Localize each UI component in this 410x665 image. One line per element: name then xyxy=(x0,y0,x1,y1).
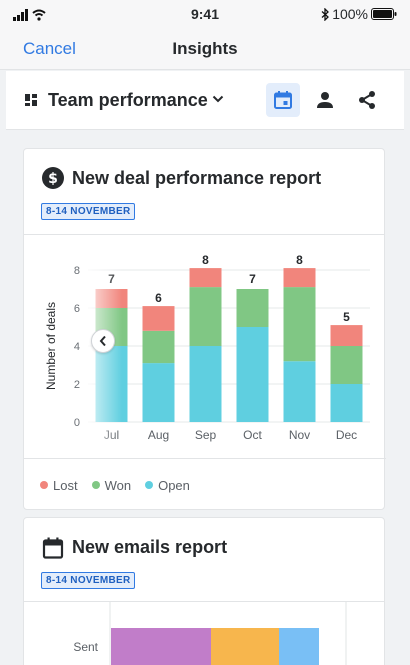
y-tick-label: 8 xyxy=(74,265,80,277)
bar-segment-open[interactable] xyxy=(330,384,363,422)
dashboard-icon xyxy=(25,94,37,106)
dashboard-selector[interactable]: Team performance xyxy=(48,90,208,110)
legend-dot xyxy=(91,481,100,489)
x-tick-label: Dec xyxy=(336,428,357,442)
emails-report-card: New emails report 8-14 NOVEMBER Sent xyxy=(23,517,385,665)
navigation-bar: Cancel Insights xyxy=(0,30,410,70)
legend-label: Lost xyxy=(53,477,78,493)
dollar-icon: $ xyxy=(42,167,64,189)
bar-segment-lost[interactable] xyxy=(142,306,175,331)
legend-label: Won xyxy=(104,477,132,493)
bar-total-label: 8 xyxy=(296,253,303,267)
chevron-down-icon[interactable] xyxy=(212,95,224,103)
share-button[interactable] xyxy=(350,83,384,117)
card-header: $ New deal performance report 8-14 NOVEM… xyxy=(24,149,384,235)
calendar-icon xyxy=(274,91,292,109)
legend-label: Open xyxy=(158,477,190,493)
card-header: New emails report 8-14 NOVEMBER xyxy=(24,518,384,602)
status-bar: 9:41 100% xyxy=(0,0,410,30)
bar-segment-lost[interactable] xyxy=(283,268,316,288)
dashboard-toolbar: Team performance xyxy=(6,71,404,130)
legend-dot xyxy=(145,481,154,489)
bar-segment-open[interactable] xyxy=(283,361,316,422)
page-title: Insights xyxy=(172,39,238,58)
deal-performance-card: $ New deal performance report 8-14 NOVEM… xyxy=(23,148,386,511)
legend-item-won: Won xyxy=(91,477,132,493)
bar-segment-open[interactable] xyxy=(142,363,175,422)
bar-segment-lost[interactable] xyxy=(189,268,222,288)
chart-previous-button[interactable] xyxy=(91,329,115,353)
bar-segment-won[interactable] xyxy=(283,287,316,362)
sent-segment-2[interactable] xyxy=(211,628,279,665)
bar-total-label: 5 xyxy=(343,310,350,324)
battery-percent: 100% xyxy=(332,6,368,22)
y-tick-label: 2 xyxy=(74,379,80,391)
share-icon xyxy=(359,91,375,109)
person-icon xyxy=(317,92,333,108)
card-title[interactable]: New emails report xyxy=(72,537,228,557)
bar-segment-lost[interactable] xyxy=(330,325,363,346)
battery-icon xyxy=(371,8,397,20)
x-tick-label: Sep xyxy=(195,428,217,442)
bar-segment-won[interactable] xyxy=(189,287,222,346)
x-tick-label: Nov xyxy=(289,428,310,442)
x-tick-label: Oct xyxy=(243,428,262,442)
cancel-button[interactable]: Cancel xyxy=(23,39,76,58)
bar-segment-won[interactable] xyxy=(142,330,175,364)
bar-segment-open[interactable] xyxy=(236,327,269,422)
bar-segment-won[interactable] xyxy=(236,289,269,327)
chevron-left-icon xyxy=(99,335,106,347)
y-tick-label: 0 xyxy=(74,417,80,429)
bluetooth-icon xyxy=(321,7,330,21)
bar-segment-open[interactable] xyxy=(189,346,222,422)
date-badge: 8-14 NOVEMBER xyxy=(41,572,136,589)
legend-dot xyxy=(40,481,48,489)
bar-total-label: 6 xyxy=(155,291,162,305)
user-filter-button[interactable] xyxy=(308,83,342,117)
bar-total-label: 7 xyxy=(249,272,256,286)
insights-content: $ New deal performance report 8-14 NOVEM… xyxy=(6,131,404,665)
svg-text:$: $ xyxy=(48,171,58,187)
legend-item-open: Open xyxy=(145,478,190,493)
y-tick-label: 4 xyxy=(74,341,80,353)
y-tick-label: 6 xyxy=(74,303,80,315)
chart-legend: Lost Won Open xyxy=(24,459,386,511)
calendar-filter-button[interactable] xyxy=(266,83,300,117)
bar-segment-won[interactable] xyxy=(330,346,363,384)
legend-item-lost: Lost xyxy=(40,478,78,493)
sent-segment-1[interactable] xyxy=(111,628,211,665)
y-axis-label: Number of deals xyxy=(44,302,58,390)
emails-chart: Sent xyxy=(73,602,347,665)
status-time: 9:41 xyxy=(190,6,220,22)
card-title[interactable]: New deal performance report xyxy=(72,168,322,188)
battery-indicator: 100% xyxy=(321,6,397,22)
calendar-icon xyxy=(42,537,64,559)
bar-total-label: 8 xyxy=(202,253,209,267)
signal-wifi-icon xyxy=(13,9,46,21)
sent-segment-3[interactable] xyxy=(279,628,319,665)
x-tick-label: Aug xyxy=(148,428,169,442)
date-badge: 8-14 NOVEMBER xyxy=(41,203,136,220)
bar-label: Sent xyxy=(73,640,98,654)
